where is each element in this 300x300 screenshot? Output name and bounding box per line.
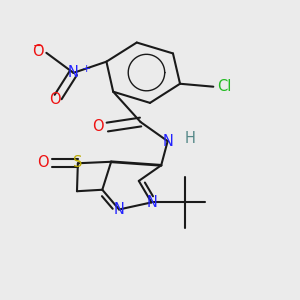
Text: +: +: [82, 64, 91, 74]
Text: Cl: Cl: [217, 79, 231, 94]
Text: S: S: [73, 155, 83, 170]
Text: O: O: [32, 44, 44, 59]
Text: N: N: [114, 202, 124, 217]
Text: O: O: [37, 155, 49, 170]
Text: N: N: [162, 134, 173, 149]
Text: −: −: [33, 40, 44, 53]
Text: H: H: [185, 131, 196, 146]
Text: O: O: [50, 92, 61, 107]
Text: N: N: [68, 65, 79, 80]
Text: O: O: [92, 119, 104, 134]
Text: N: N: [147, 195, 158, 210]
